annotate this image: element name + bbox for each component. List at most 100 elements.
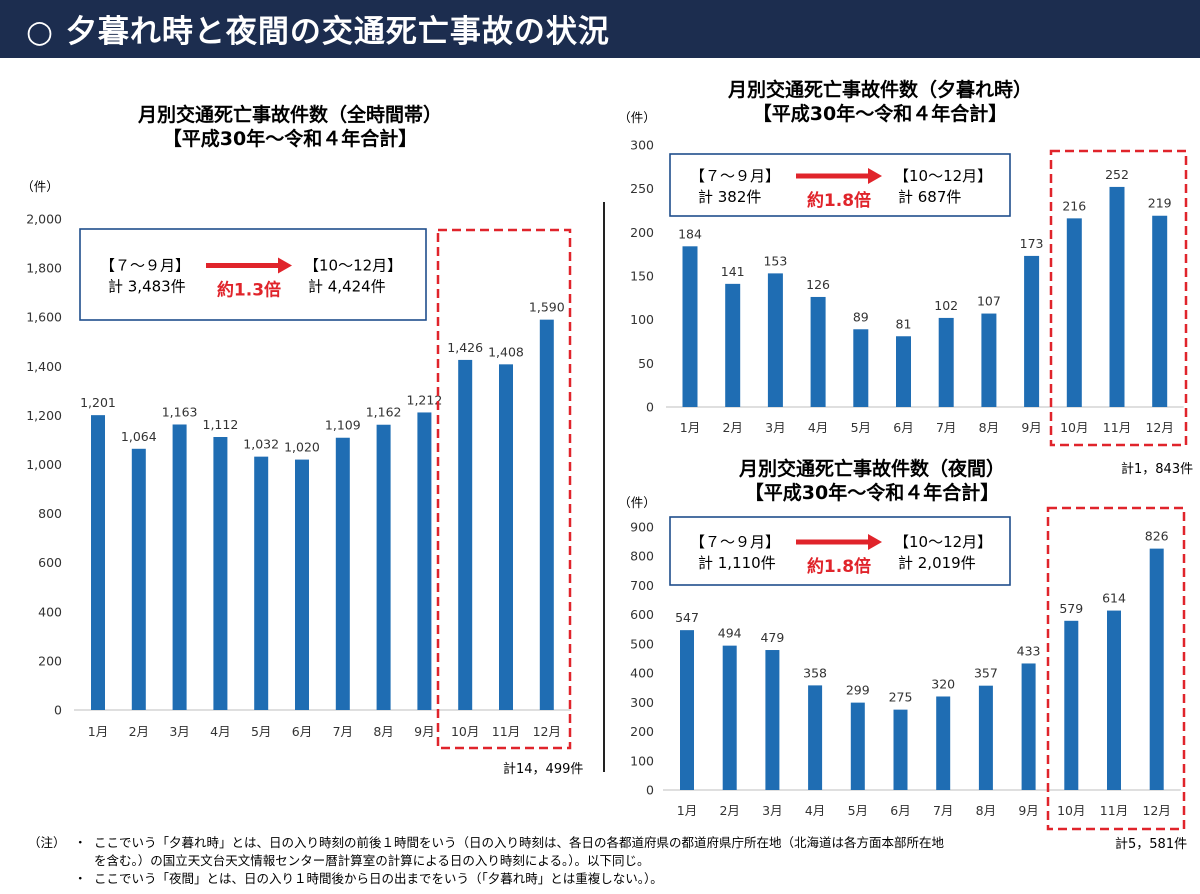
data-label: 102 bbox=[934, 298, 958, 313]
bar bbox=[936, 696, 951, 790]
chart-all-title-block: 月別交通死亡事故件数（全時間帯） 【平成30年～令和４年合計】 bbox=[80, 103, 500, 151]
bar bbox=[417, 412, 432, 710]
x-tick-label: 3月 bbox=[169, 724, 189, 739]
comparison-arrow-head bbox=[868, 168, 882, 184]
x-tick-label: 8月 bbox=[979, 420, 999, 435]
bar bbox=[1149, 548, 1164, 790]
y-tick-label: 1,600 bbox=[26, 310, 62, 325]
data-label: 1,162 bbox=[366, 405, 402, 420]
x-tick-label: 6月 bbox=[890, 803, 910, 818]
comparison-from-label: 【７～９月】 bbox=[100, 257, 190, 275]
data-label: 547 bbox=[675, 610, 699, 625]
chart-dusk-title: 月別交通死亡事故件数（夕暮れ時） bbox=[727, 79, 1032, 101]
data-label: 81 bbox=[896, 316, 912, 331]
data-label: 89 bbox=[853, 309, 869, 324]
comparison-box bbox=[79, 228, 427, 321]
total-label: 計5，581件 bbox=[1115, 836, 1187, 852]
y-tick-label: 200 bbox=[630, 225, 654, 240]
bar bbox=[254, 456, 269, 710]
x-tick-label: 11月 bbox=[1100, 803, 1128, 818]
data-label: 1,212 bbox=[407, 392, 443, 407]
bar bbox=[1152, 215, 1168, 407]
bar bbox=[893, 709, 908, 790]
chart-all-hours: （件） 0 200 400 600 800 1,000 1,200 1,400 1,600 1,80… bbox=[21, 179, 583, 777]
data-label: 358 bbox=[803, 665, 827, 680]
note-row-1: （注） ・ ここでいう「夕暮れ時」とは、日の入り時刻の前後１時間をいう（日の入り… bbox=[28, 834, 944, 852]
data-label: 184 bbox=[678, 226, 702, 241]
bar bbox=[131, 448, 146, 710]
x-tick-label: 4月 bbox=[210, 724, 230, 739]
x-tick-label: 11月 bbox=[492, 724, 520, 739]
y-tick-label: 700 bbox=[630, 578, 654, 593]
highlight-box bbox=[1046, 506, 1186, 831]
y-tick-label: 1,400 bbox=[26, 359, 62, 374]
data-label: 299 bbox=[846, 683, 870, 698]
highlight-box bbox=[436, 228, 572, 750]
comparison-to-value: 計 687件 bbox=[898, 188, 961, 206]
chart-dusk: （件） 0 50 100 150 200 250 300 184 1月 141 2月 153 3月 126 4… bbox=[618, 110, 1193, 477]
y-tick-label: 100 bbox=[630, 312, 654, 327]
x-tick-label: 5月 bbox=[251, 724, 271, 739]
x-tick-label: 6月 bbox=[292, 724, 312, 739]
bar bbox=[1066, 218, 1082, 407]
comparison-box bbox=[669, 516, 1011, 586]
x-tick-label: 7月 bbox=[933, 803, 953, 818]
data-label: 320 bbox=[931, 676, 955, 691]
y-tick-label: 300 bbox=[630, 695, 654, 710]
y-tick-label: 200 bbox=[38, 653, 62, 668]
bar bbox=[539, 319, 554, 710]
comparison-box bbox=[669, 153, 1011, 217]
y-tick-label: 600 bbox=[38, 555, 62, 570]
x-tick-label: 1月 bbox=[88, 724, 108, 739]
y-tick-label: 800 bbox=[630, 549, 654, 564]
x-tick-label: 11月 bbox=[1103, 420, 1131, 435]
x-tick-label: 9月 bbox=[1021, 420, 1041, 435]
x-tick-label: 5月 bbox=[848, 803, 868, 818]
comparison-from-label: 【７～９月】 bbox=[690, 533, 780, 551]
y-tick-label: 0 bbox=[54, 703, 62, 718]
bar bbox=[850, 702, 865, 790]
x-tick-label: 4月 bbox=[808, 420, 828, 435]
data-label: 173 bbox=[1020, 236, 1044, 251]
x-tick-label: 4月 bbox=[805, 803, 825, 818]
bar bbox=[1021, 663, 1036, 790]
data-label: 1,163 bbox=[162, 404, 198, 419]
comparison-to-label: 【10～12月】 bbox=[304, 257, 402, 275]
y-tick-label: 150 bbox=[630, 269, 654, 284]
bar bbox=[91, 415, 105, 710]
y-tick-label: 0 bbox=[646, 783, 654, 798]
bar bbox=[682, 246, 698, 407]
data-label: 126 bbox=[806, 277, 830, 292]
bar bbox=[981, 313, 997, 407]
comparison-arrow-head bbox=[868, 534, 882, 550]
comparison-ratio: 約1.8倍 bbox=[807, 190, 871, 211]
y-tick-label: 600 bbox=[630, 607, 654, 622]
bar bbox=[499, 364, 513, 710]
x-tick-label: 10月 bbox=[1057, 803, 1085, 818]
note-night-definition: ここでいう「夜間」とは、日の入り１時間後から日の出までをいう（「夕暮れ時」とは重… bbox=[94, 871, 663, 886]
chart-night-title: 月別交通死亡事故件数（夜間） bbox=[738, 458, 1005, 480]
bar bbox=[1024, 255, 1040, 407]
x-tick-label: 3月 bbox=[765, 420, 785, 435]
x-tick-label: 2月 bbox=[722, 420, 742, 435]
chart-all-title: 月別交通死亡事故件数（全時間帯） bbox=[137, 104, 442, 126]
bar bbox=[295, 459, 309, 710]
bar bbox=[938, 317, 954, 407]
chart-all-subtitle: 【平成30年～令和４年合計】 bbox=[162, 128, 418, 150]
data-label: 219 bbox=[1148, 196, 1172, 211]
bar bbox=[767, 273, 783, 407]
comparison-arrow-head bbox=[278, 257, 292, 274]
bar bbox=[213, 437, 228, 710]
x-tick-label: 2月 bbox=[129, 724, 149, 739]
bar bbox=[680, 630, 694, 790]
bar bbox=[1109, 186, 1125, 407]
data-label: 1,112 bbox=[203, 417, 239, 432]
bar bbox=[853, 329, 869, 407]
x-tick-label: 7月 bbox=[333, 724, 353, 739]
chart-dusk-subtitle: 【平成30年～令和４年合計】 bbox=[752, 103, 1008, 125]
data-label: 479 bbox=[760, 630, 784, 645]
x-tick-label: 12月 bbox=[1142, 803, 1170, 818]
chart-night: （件） 0 100 200 300 400 500 600 700 800 900 547 1月 494 2… bbox=[618, 495, 1187, 852]
data-label: 1,109 bbox=[325, 418, 361, 433]
footnotes: （注） ・ ここでいう「夕暮れ時」とは、日の入り時刻の前後１時間をいう（日の入り… bbox=[28, 834, 944, 888]
